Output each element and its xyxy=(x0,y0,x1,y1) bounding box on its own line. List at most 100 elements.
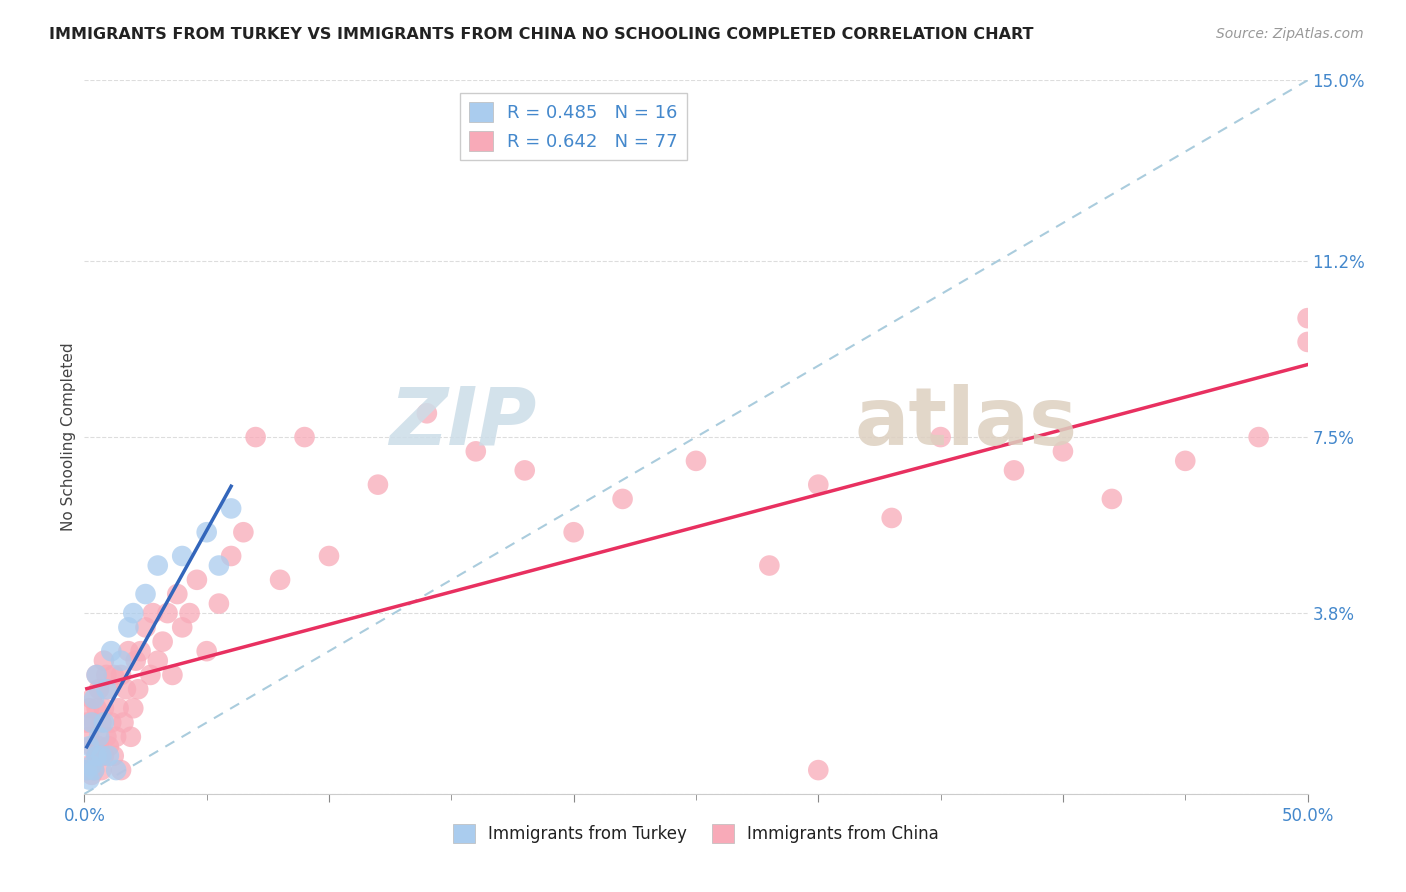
Point xyxy=(115,682,138,697)
Point xyxy=(86,748,108,763)
Point xyxy=(685,454,707,468)
Point xyxy=(105,730,128,744)
Point xyxy=(232,525,254,540)
Point xyxy=(97,739,120,754)
Point xyxy=(152,634,174,648)
Text: Source: ZipAtlas.com: Source: ZipAtlas.com xyxy=(1216,27,1364,41)
Point xyxy=(86,668,108,682)
Point xyxy=(1002,463,1025,477)
Point xyxy=(117,644,139,658)
Point xyxy=(880,511,903,525)
Point xyxy=(135,620,157,634)
Point xyxy=(80,739,103,754)
Point xyxy=(929,430,952,444)
Point xyxy=(562,525,585,540)
Point xyxy=(186,573,208,587)
Text: IMMIGRANTS FROM TURKEY VS IMMIGRANTS FROM CHINA NO SCHOOLING COMPLETED CORRELATI: IMMIGRANTS FROM TURKEY VS IMMIGRANTS FRO… xyxy=(49,27,1033,42)
Point xyxy=(96,668,118,682)
Point xyxy=(219,549,242,563)
Point xyxy=(172,549,194,563)
Point xyxy=(90,748,112,763)
Point xyxy=(127,682,149,697)
Point xyxy=(103,668,125,682)
Point xyxy=(87,730,110,744)
Point xyxy=(172,620,194,634)
Point xyxy=(416,406,439,420)
Point xyxy=(110,654,132,668)
Point xyxy=(83,691,105,706)
Point xyxy=(1296,334,1319,349)
Point xyxy=(1101,491,1123,506)
Point xyxy=(129,644,152,658)
Point xyxy=(100,644,122,658)
Point xyxy=(269,573,291,587)
Point xyxy=(367,477,389,491)
Point xyxy=(135,587,157,601)
Point xyxy=(122,606,145,620)
Point xyxy=(1174,454,1197,468)
Point xyxy=(93,748,115,763)
Point xyxy=(80,758,103,772)
Point xyxy=(80,768,103,782)
Point xyxy=(156,606,179,620)
Point xyxy=(77,772,100,787)
Point xyxy=(86,668,108,682)
Point xyxy=(76,763,98,777)
Point xyxy=(76,715,98,730)
Point xyxy=(100,715,122,730)
Point xyxy=(93,701,115,715)
Point xyxy=(83,763,105,777)
Point xyxy=(103,748,125,763)
Point xyxy=(758,558,780,573)
Point xyxy=(513,463,536,477)
Point xyxy=(807,763,830,777)
Point xyxy=(208,597,231,611)
Point xyxy=(77,758,100,772)
Point xyxy=(208,558,231,573)
Point xyxy=(97,682,120,697)
Point xyxy=(166,587,188,601)
Point xyxy=(219,501,242,516)
Point xyxy=(294,430,316,444)
Point xyxy=(77,701,100,715)
Point xyxy=(122,701,145,715)
Point xyxy=(318,549,340,563)
Text: atlas: atlas xyxy=(855,384,1078,462)
Point xyxy=(86,701,108,715)
Point xyxy=(120,730,142,744)
Point xyxy=(1247,430,1270,444)
Point xyxy=(77,739,100,754)
Point xyxy=(146,654,169,668)
Point xyxy=(105,763,128,777)
Point xyxy=(80,715,103,730)
Point xyxy=(245,430,267,444)
Point xyxy=(107,701,129,715)
Point xyxy=(110,668,132,682)
Legend: Immigrants from Turkey, Immigrants from China: Immigrants from Turkey, Immigrants from … xyxy=(447,818,945,850)
Point xyxy=(87,739,110,754)
Point xyxy=(93,654,115,668)
Point xyxy=(117,620,139,634)
Point xyxy=(112,715,135,730)
Point xyxy=(139,668,162,682)
Point xyxy=(612,491,634,506)
Text: ZIP: ZIP xyxy=(389,384,537,462)
Point xyxy=(97,748,120,763)
Point xyxy=(86,748,108,763)
Point xyxy=(125,654,148,668)
Point xyxy=(464,444,486,458)
Point xyxy=(90,715,112,730)
Point xyxy=(76,763,98,777)
Point xyxy=(142,606,165,620)
Point xyxy=(96,682,118,697)
Point xyxy=(146,558,169,573)
Point xyxy=(87,682,110,697)
Point xyxy=(162,668,184,682)
Point xyxy=(83,763,105,777)
Point xyxy=(80,691,103,706)
Point xyxy=(1052,444,1074,458)
Point xyxy=(1296,311,1319,326)
Point xyxy=(179,606,201,620)
Point xyxy=(83,715,105,730)
Point xyxy=(93,715,115,730)
